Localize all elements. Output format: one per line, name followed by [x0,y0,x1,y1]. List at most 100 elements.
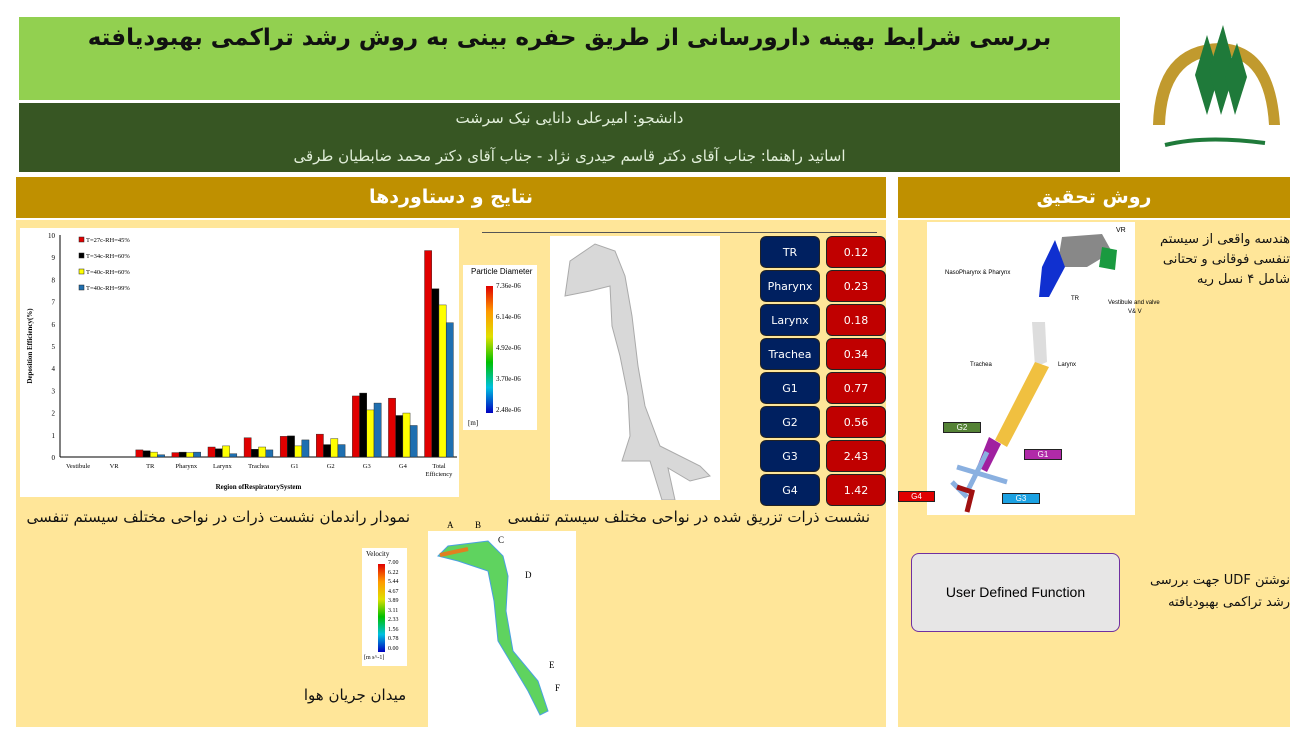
velocity-legend-tick: 3.89 [388,598,399,604]
bar-total-efficiency-3 [445,322,454,458]
particle-legend-tick: 7.36e-06 [496,282,521,290]
legend-label: T=27c-RH=45% [86,237,130,244]
bar-g2-1 [323,444,331,458]
bar-g2-2 [330,438,339,458]
bar-trachea-2 [258,446,266,458]
y-tick-label: 5 [52,343,56,351]
legend-label: T=40c-RH=99% [86,285,130,292]
particle-legend-title: Particle Diameter [471,267,533,276]
velocity-legend-tick: 7.00 [388,560,399,566]
bar-g1-3 [301,439,310,458]
x-tick-label: Larynx [213,463,233,470]
geometry-label-trachea: Trachea [970,362,992,368]
flow-point-label: C [498,535,505,545]
geometry-label-g2: G2 [943,422,981,433]
deposition-value-g1: 0.77 [826,372,886,404]
deposition-value-tr: 0.12 [826,236,886,268]
velocity-legend-tick: 3.11 [388,607,399,614]
bar-tr-3 [157,454,165,458]
particle-legend-tick: 3.70e-06 [496,375,521,383]
region-label-larynx: Larynx [760,304,820,336]
method-header: روش تحقیق [898,177,1290,218]
x-tick-label: G4 [399,463,408,470]
legend-swatch [78,268,85,275]
y-tick-label: 2 [52,410,56,418]
velocity-legend-tick: 4.67 [388,588,399,595]
flow-caption: میدان جریان هوا [303,686,407,704]
bar-trachea-3 [265,449,274,458]
y-axis-title: Deposition Efficiency(%) [26,308,34,384]
region-label-tr: TR [760,236,820,268]
bar-larynx-2 [222,445,230,458]
region-label-g1: G1 [760,372,820,404]
region-label-g3: G3 [760,440,820,472]
bar-g2-0 [316,433,324,458]
deposition-value-trachea: 0.34 [826,338,886,370]
particle-legend-unit: [m] [468,419,479,427]
bar-g3-3 [373,402,382,458]
x-tick-label: G2 [327,463,335,470]
velocity-legend: Velocity 7.00 6.22 5.44 4.67 3.89 3.11 2.33 1.5… [362,548,407,666]
color-scale [378,564,385,652]
bar-g1-1 [287,435,295,458]
deposition-value-g3: 2.43 [826,440,886,472]
student-name: دانشجو: امیرعلی دانایی نیک سرشت [455,109,684,127]
particle-legend-tick: 6.14e-06 [496,313,521,321]
x-axis-title: Region ofRespiratorySystem [216,483,302,491]
deposition-caption: نشست ذرات تزریق شده در نواحی مختلف سیستم… [507,508,870,526]
results-header: نتایج و دستاوردها [16,177,886,218]
legend-swatch [78,284,85,291]
y-tick-label: 3 [52,387,56,395]
bar-g1-0 [279,436,288,458]
authors-banner: دانشجو: امیرعلی دانایی نیک سرشت اساتید ر… [19,103,1120,172]
bar-pharynx-2 [186,452,194,458]
bar-g4-1 [395,415,404,458]
deposition-value-g4: 1.42 [826,474,886,506]
poster-title: بررسی شرایط بهینه دارورسانی از طریق حفره… [87,25,1052,51]
bar-tr-2 [150,451,158,458]
geometry-label-vest2: V& V [1128,309,1142,315]
geometry-label-vr: VR [1116,227,1126,234]
y-tick-label: 7 [52,299,56,307]
flow-point-label: D [525,570,532,580]
y-tick-label: 1 [52,432,56,440]
x-tick-label: VR [110,463,120,470]
university-logo [1145,15,1290,170]
geometry-label-larynx: Larynx [1058,362,1077,368]
bar-g2-3 [337,444,346,458]
x-tick-label: Total [432,463,445,470]
deposition-value-larynx: 0.18 [826,304,886,336]
chart-caption: نمودار راندمان نشست ذرات در نواحی مختلف … [26,508,410,526]
divider [482,232,877,233]
bar-g3-1 [359,392,367,458]
legend-swatch [78,252,85,259]
x-tick-label: Vestibule [66,463,90,470]
geometry-description: هندسه واقعی از سیستم تنفسی فوقانی و تحتا… [1160,232,1290,287]
flow-point-label: E [549,660,555,670]
velocity-legend-tick: 0.78 [388,636,399,642]
velocity-legend-tick: 6.22 [388,569,399,576]
y-tick-label: 6 [52,321,56,329]
udf-button[interactable]: User Defined Function [911,553,1120,632]
bar-g1-2 [294,445,303,458]
bar-tr-0 [135,449,144,458]
flow-point-label: B [475,520,482,530]
x-tick-label: G1 [291,463,299,470]
geometry-label-naso: NasoPharynx & Pharynx [945,270,1011,276]
bar-tr-1 [142,450,151,458]
velocity-legend-tick: 2.33 [388,617,399,623]
particle-legend: Particle Diameter 7.36e-06 6.14e-06 4.92e-… [463,265,537,430]
geometry-label-g3: G3 [1002,493,1040,504]
region-label-pharynx: Pharynx [760,270,820,302]
geometry-label-tr: TR [1071,296,1079,302]
y-tick-label: 10 [48,232,56,240]
color-scale [486,286,493,413]
bar-g4-3 [409,425,418,458]
poster-title-banner: بررسی شرایط بهینه دارورسانی از طریق حفره… [19,17,1120,100]
advisors-names: اساتید راهنما: جناب آقای دکتر قاسم حیدری… [293,147,846,165]
particle-legend-tick: 4.92e-06 [496,344,521,352]
flow-point-label: F [555,683,561,693]
geometry-label-vest: Vestibule and valve [1108,300,1160,306]
deposition-chart: 0 1 2 3 4 5 6 7 8 9 10 Vestibule VR TR Pharynx Larynx Tr… [20,228,459,497]
velocity-legend-tick: 0.00 [388,645,399,652]
